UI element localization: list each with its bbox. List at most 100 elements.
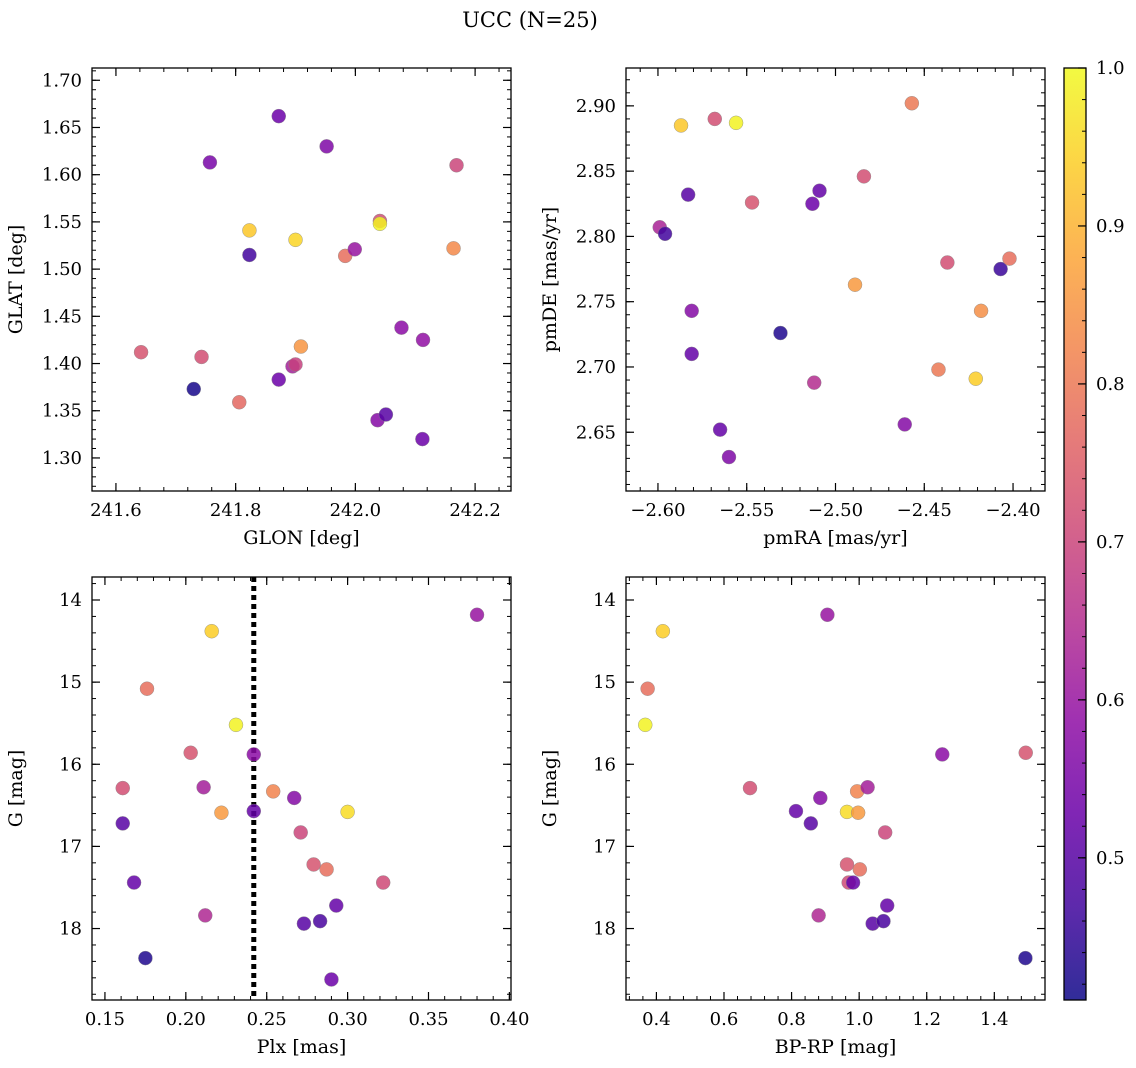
- colorbar-frame: [1063, 67, 1087, 1001]
- y-tick-label: 1.35: [42, 401, 82, 422]
- y-tick-label: 2.80: [576, 226, 616, 247]
- scatter-point: [813, 790, 828, 806]
- axes-frame: [625, 576, 1046, 1001]
- y-tick-label: 17: [593, 836, 616, 857]
- x-tick-label: 0.8: [777, 1009, 806, 1030]
- x-tick-label: 0.6: [710, 1009, 739, 1030]
- x-tick-label: 0.20: [166, 1009, 206, 1030]
- y-axis-label: G [mag]: [5, 750, 27, 828]
- scatter-point: [657, 226, 673, 242]
- scatter-point: [847, 277, 863, 292]
- y-tick-label: 18: [59, 919, 82, 940]
- y-axis-label: GLAT [deg]: [5, 225, 27, 335]
- x-tick-label: 0.15: [85, 1009, 125, 1030]
- panel-bprp-g: 0.4 0.6 0.8 1.0 1.2 1.4 14 15 16 17 18 BP-RP [mag] G…: [539, 576, 1046, 1058]
- scatter-point: [721, 449, 737, 465]
- x-axis-label: pmRA [mas/yr]: [763, 527, 907, 549]
- scatter-point: [329, 898, 344, 913]
- scatter-point: [115, 780, 130, 796]
- scatter-point: [973, 303, 989, 319]
- scatter-point: [204, 624, 219, 639]
- scatter-point: [640, 681, 655, 696]
- axes-frame: [91, 67, 512, 492]
- scatter-point: [904, 96, 920, 111]
- scatter-point: [271, 108, 286, 124]
- x-tick-label: 241.6: [90, 500, 142, 521]
- scatter-point: [246, 803, 261, 819]
- scatter-point: [877, 825, 893, 840]
- scatter-point: [196, 780, 211, 795]
- scatter-point: [293, 825, 308, 840]
- x-tick-label: −2.60: [630, 500, 685, 521]
- y-tick-label: 2.75: [576, 292, 616, 313]
- y-tick-label: 14: [59, 590, 82, 611]
- scatter-point: [638, 717, 653, 733]
- scatter-point: [806, 375, 822, 390]
- scatter-point: [340, 804, 355, 820]
- x-tick-label: −2.55: [719, 500, 774, 521]
- x-axis-label: BP-RP [mag]: [775, 1036, 897, 1058]
- scatter-point: [312, 913, 328, 929]
- y-tick-label: 1.30: [42, 448, 82, 469]
- scatter-point: [228, 717, 244, 733]
- scatter-point: [194, 349, 209, 365]
- scatter-point: [139, 681, 155, 696]
- axes-frame: [91, 576, 512, 1001]
- scatter-point: [812, 183, 827, 198]
- colorbar-tick-label: 0.7: [1096, 532, 1125, 553]
- scatter-point: [415, 431, 430, 447]
- scatter-point: [126, 875, 142, 890]
- scatter-point: [265, 784, 281, 799]
- scatter-point: [845, 875, 861, 890]
- x-tick-label: 1.0: [845, 1009, 874, 1030]
- y-axis-label: pmDE [mas/yr]: [539, 207, 561, 352]
- y-tick-label: 1.70: [42, 70, 82, 91]
- y-tick-label: 2.85: [576, 161, 616, 182]
- scatter-point: [876, 913, 891, 929]
- scatter-point: [655, 624, 671, 639]
- scatter-point: [940, 255, 955, 270]
- figure-title: UCC (N=25): [462, 8, 598, 32]
- panel-plx-g: 0.15 0.20 0.25 0.30 0.35 0.40 14 15 16 17 18 Plx [m…: [5, 576, 529, 1058]
- y-tick-label: 15: [59, 672, 82, 693]
- scatter-point: [198, 908, 213, 923]
- y-tick-label: 1.40: [42, 354, 82, 375]
- x-tick-label: −2.40: [985, 500, 1040, 521]
- scatter-point: [684, 303, 699, 319]
- scatter-point: [415, 332, 431, 348]
- scatter-point: [897, 417, 912, 432]
- scatter-point: [306, 857, 321, 872]
- scatter-point: [744, 195, 760, 210]
- scatter-point: [296, 916, 312, 931]
- y-tick-label: 1.60: [42, 165, 82, 186]
- scatter-point: [680, 187, 696, 202]
- y-tick-label: 18: [593, 919, 616, 940]
- y-tick-label: 2.70: [576, 357, 616, 378]
- scatter-point: [1002, 251, 1017, 266]
- y-tick-label: 2.65: [576, 422, 616, 443]
- scatter-point: [860, 780, 875, 795]
- y-tick-label: 17: [59, 836, 82, 857]
- scatter-point: [446, 241, 461, 256]
- scatter-point: [684, 346, 699, 362]
- scatter-point: [707, 111, 722, 127]
- colorbar: 0.5 0.6 0.7 0.8 0.9 1.0: [1063, 58, 1125, 1001]
- scatter-point: [1018, 950, 1033, 966]
- scatter-point: [347, 242, 362, 257]
- colorbar-tick-label: 0.9: [1096, 216, 1125, 237]
- y-tick-label: 16: [593, 754, 616, 775]
- scatter-point: [805, 196, 820, 211]
- scatter-point: [469, 607, 485, 622]
- x-tick-label: 0.25: [247, 1009, 287, 1030]
- x-axis-label: GLON [deg]: [243, 527, 359, 549]
- y-tick-label: 15: [593, 672, 616, 693]
- colorbar-gradient: [1064, 68, 1086, 1000]
- x-tick-label: 1.2: [912, 1009, 941, 1030]
- scatter-point: [242, 223, 257, 238]
- axes-frame: [625, 67, 1046, 492]
- x-tick-label: 242.0: [330, 500, 382, 521]
- x-tick-label: −2.50: [808, 500, 863, 521]
- scatter-point: [993, 261, 1008, 277]
- y-tick-label: 2.90: [576, 96, 616, 117]
